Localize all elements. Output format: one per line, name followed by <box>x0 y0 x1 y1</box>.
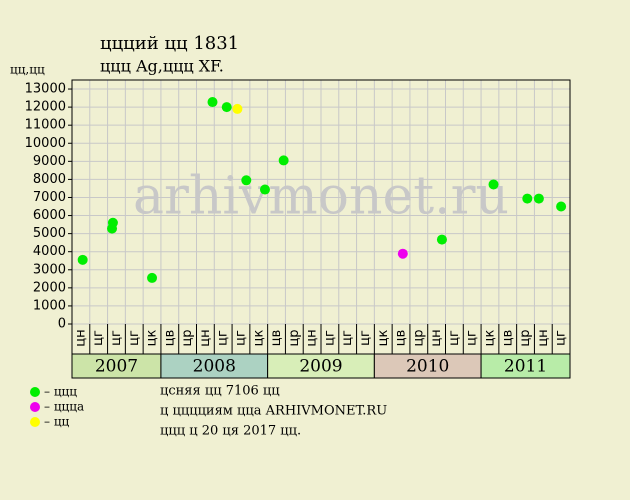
x-tick-label: цг <box>233 330 248 346</box>
data-point <box>107 217 118 228</box>
x-tick-label: цг <box>216 330 231 346</box>
y-tick-label: 5000 <box>33 226 66 241</box>
note: цсняя цц 7106 цц <box>160 384 280 399</box>
x-tick-label: цр <box>518 329 533 346</box>
y-tick-label: 1000 <box>33 298 66 313</box>
x-tick-label: цг <box>358 330 373 346</box>
y-tick-label: 0 <box>58 317 66 332</box>
data-point <box>221 102 232 113</box>
x-tick-label: цк <box>145 330 160 347</box>
x-tick-label: цн <box>73 329 88 346</box>
note: ц цццциям цца ARHIVMONET.RU <box>160 404 387 419</box>
x-tick-label: цн <box>536 329 551 346</box>
legend-marker <box>30 402 40 412</box>
legend-marker <box>30 417 40 427</box>
year-label: 2010 <box>406 357 449 377</box>
year-box <box>71 353 162 379</box>
x-tick-label: цв <box>269 330 284 347</box>
y-tick-label: 8000 <box>33 172 66 187</box>
legend-label: – ццца <box>44 400 84 414</box>
data-point <box>436 234 447 245</box>
x-tick-label: цг <box>447 330 462 346</box>
x-tick-label: цн <box>429 329 444 346</box>
x-tick-label: цг <box>91 330 106 346</box>
x-tick-label: цк <box>482 330 497 347</box>
data-point <box>488 179 499 190</box>
legend-label: – ццц <box>44 385 77 399</box>
data-point <box>397 248 408 259</box>
y-tick-label: 12000 <box>25 100 66 115</box>
y-tick-label: 9000 <box>33 154 66 169</box>
y-tick-label: 13000 <box>25 82 66 97</box>
x-tick-label: цг <box>340 330 355 346</box>
y-axis-label: цц,цц <box>10 63 45 77</box>
chart-title: ццций цц 1831 <box>100 33 239 54</box>
year-label: 2009 <box>299 357 342 377</box>
year-box <box>480 353 571 379</box>
y-tick-label: 6000 <box>33 208 66 223</box>
x-tick-label: цг <box>465 330 480 346</box>
y-tick-label: 4000 <box>33 244 66 259</box>
y-tick-label: 11000 <box>25 118 66 133</box>
x-tick-label: цн <box>198 329 213 346</box>
x-tick-label: цр <box>287 329 302 346</box>
data-point <box>147 272 158 283</box>
year-box <box>267 353 375 379</box>
x-tick-label: цк <box>376 330 391 347</box>
x-tick-label: цк <box>251 330 266 347</box>
data-point <box>259 184 270 195</box>
y-tick-label: 3000 <box>33 262 66 277</box>
x-tick-label: цв <box>394 330 409 347</box>
data-point <box>77 254 88 265</box>
data-point <box>278 155 289 166</box>
x-tick-label: цг <box>554 330 569 346</box>
x-tick-label: цг <box>109 330 124 346</box>
x-tick-label: цв <box>162 330 177 347</box>
year-box <box>373 353 482 379</box>
x-tick-label: цр <box>180 329 195 346</box>
note: ццц ц 20 ця 2017 цц. <box>160 424 301 439</box>
year-label: 2007 <box>95 357 138 377</box>
data-point <box>533 193 544 204</box>
y-tick-label: 7000 <box>33 190 66 205</box>
x-tick-label: цг <box>127 330 142 346</box>
x-tick-label: цр <box>411 329 426 346</box>
x-tick-label: цг <box>322 330 337 346</box>
year-label: 2011 <box>504 357 547 377</box>
legend-marker <box>30 387 40 397</box>
data-point <box>232 103 243 114</box>
y-tick-label: 10000 <box>25 136 66 151</box>
data-point <box>241 175 252 186</box>
data-point <box>556 201 567 212</box>
chart-subtitle: ццц Ag,ццц XF. <box>100 57 224 76</box>
legend-label: – цц <box>44 415 70 429</box>
data-point <box>207 97 218 108</box>
y-tick-label: 2000 <box>33 280 66 295</box>
year-label: 2008 <box>193 357 236 377</box>
x-tick-label: цв <box>500 330 515 347</box>
x-tick-label: цн <box>305 329 320 346</box>
data-point <box>522 193 533 204</box>
